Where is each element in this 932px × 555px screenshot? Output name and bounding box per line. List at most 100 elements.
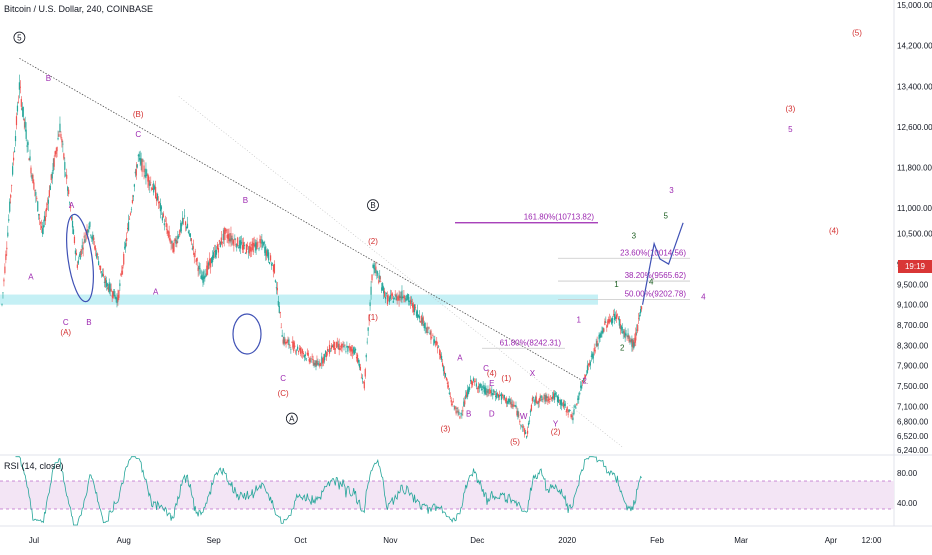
candle-body (579, 393, 580, 395)
candle-body (23, 107, 24, 117)
candle-body (21, 99, 22, 107)
candle-body (528, 423, 529, 425)
candle-body (311, 361, 312, 362)
candle-body (567, 407, 568, 412)
candle-body (123, 254, 124, 265)
candle-body (335, 348, 336, 349)
candle-body (517, 411, 518, 417)
wave-label: (C) (278, 389, 289, 398)
candle-body (464, 400, 465, 404)
candle-body (83, 248, 84, 250)
wave-label: 3 (632, 232, 637, 241)
candle-body (365, 369, 366, 376)
candle-body (18, 102, 19, 103)
candle-body (534, 403, 535, 404)
wave-label: C (280, 374, 286, 383)
candle-body (59, 124, 60, 132)
candle-body (520, 425, 521, 426)
candle-body (324, 354, 325, 360)
price-tick-label: 9,100.00 (897, 301, 929, 310)
candle-body (118, 291, 119, 298)
candle-body (378, 280, 379, 283)
candle-body (472, 382, 473, 386)
wave-label: (5) (510, 437, 520, 446)
candle-body (545, 395, 546, 401)
candle-body (42, 228, 43, 234)
wave-label: A (28, 272, 34, 281)
candle-body (197, 258, 198, 261)
candle-body (19, 82, 20, 89)
wave-label: 4 (649, 277, 654, 286)
candle-body (82, 245, 83, 248)
candle-body (275, 280, 276, 282)
candle-body (97, 254, 98, 255)
candle-body (77, 264, 78, 267)
candle-body (379, 275, 380, 279)
candle-body (56, 151, 57, 154)
candle-body (178, 237, 179, 238)
candle-body (502, 395, 503, 396)
candle-body (450, 396, 451, 397)
candle-body (546, 396, 547, 398)
candles (1, 75, 642, 439)
candle-body (456, 408, 457, 409)
candle-body (259, 239, 260, 243)
candle-body (487, 389, 488, 393)
candle-body (278, 301, 279, 306)
candle-body (354, 350, 355, 355)
candle-body (119, 283, 120, 286)
candle-body (47, 204, 48, 205)
candle-body (57, 138, 58, 139)
candle-body (33, 182, 34, 189)
candle-body (64, 162, 65, 170)
candle-body (386, 293, 387, 294)
candle-body (392, 293, 393, 296)
time-tick-label: Jul (29, 536, 39, 545)
wave-label: B (46, 74, 51, 83)
candle-body (185, 221, 186, 225)
candle-body (473, 378, 474, 381)
candle-body (73, 229, 74, 234)
candle-body (329, 345, 330, 354)
wave-label: (2) (551, 427, 561, 436)
candle-body (95, 248, 96, 250)
candle-body (7, 233, 8, 237)
candle-body (256, 243, 257, 250)
candle-body (16, 116, 17, 125)
candle-body (348, 346, 349, 347)
candle-body (625, 333, 626, 339)
candle-body (11, 185, 12, 186)
candle-body (441, 356, 442, 360)
rsi-title: RSI (14, close) (4, 461, 64, 471)
price-tick-label: 6,520.00 (897, 432, 929, 441)
candle-body (540, 396, 541, 398)
candle-body (14, 151, 15, 152)
candle-body (38, 214, 39, 215)
candle-body (247, 245, 248, 246)
candle-body (270, 255, 271, 260)
price-tick-label: 13,400.00 (897, 82, 932, 91)
candle-body (504, 395, 505, 399)
candle-body (488, 394, 489, 395)
candle-body (575, 407, 576, 408)
candle-body (595, 350, 596, 351)
candle-body (442, 363, 443, 366)
candle-body (317, 363, 318, 364)
candle-body (483, 385, 484, 387)
candle-body (289, 345, 290, 346)
price-tag-time: 19:19 (898, 260, 932, 273)
candle-body (294, 346, 295, 347)
rsi-tick-label: 80.00 (897, 469, 918, 478)
candle-body (574, 406, 575, 407)
wave-label: 1 (614, 280, 619, 289)
candle-body (163, 213, 164, 217)
price-tick-label: 14,200.00 (897, 42, 932, 51)
candle-body (125, 243, 126, 247)
candle-body (121, 271, 122, 275)
wave-label: B (466, 409, 471, 418)
candle-body (303, 353, 304, 354)
candle-body (606, 325, 607, 328)
candle-body (300, 348, 301, 354)
candle-body (641, 306, 642, 309)
